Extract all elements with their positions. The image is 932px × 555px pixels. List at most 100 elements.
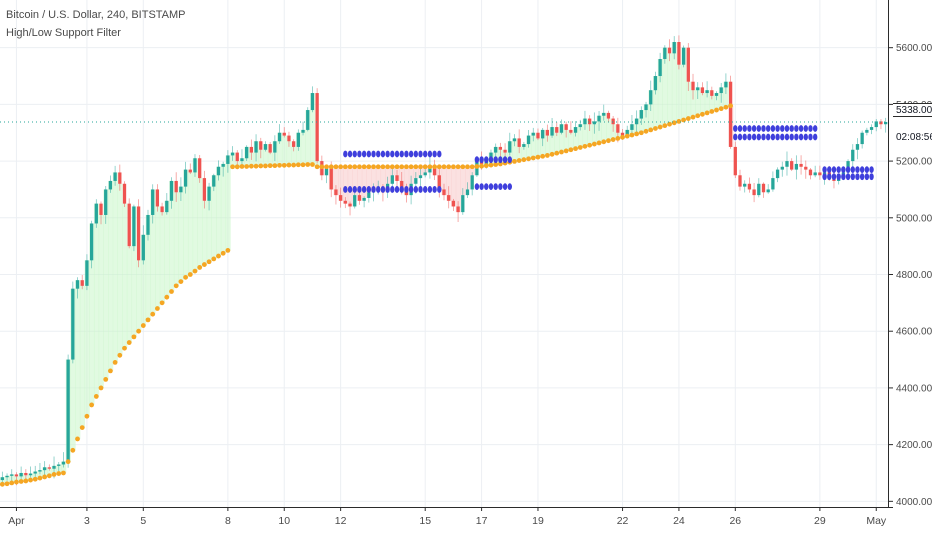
filter-dot[interactable] (385, 151, 389, 158)
support-dot[interactable] (714, 108, 719, 113)
support-dot[interactable] (531, 156, 536, 161)
filter-dot[interactable] (794, 134, 798, 141)
candle[interactable] (790, 158, 793, 171)
support-dot[interactable] (395, 164, 400, 169)
support-dot[interactable] (719, 106, 724, 111)
support-dot[interactable] (521, 157, 526, 162)
support-dot[interactable] (399, 164, 404, 169)
indicator-name[interactable]: High/Low Support Filter (6, 24, 186, 42)
support-dot[interactable] (625, 134, 630, 139)
candle[interactable] (123, 181, 126, 207)
filter-dot[interactable] (362, 186, 366, 193)
support-dot[interactable] (319, 164, 324, 169)
filter-dot[interactable] (395, 186, 399, 193)
filter-dot[interactable] (418, 186, 422, 193)
support-dot[interactable] (268, 163, 273, 168)
support-dot[interactable] (188, 272, 193, 277)
candle[interactable] (471, 172, 474, 195)
support-dot[interactable] (404, 164, 409, 169)
candle[interactable] (851, 144, 854, 167)
filter-dot[interactable] (343, 186, 347, 193)
candle[interactable] (762, 182, 765, 197)
candle[interactable] (861, 131, 864, 149)
support-dot[interactable] (174, 283, 179, 288)
support-dot[interactable] (282, 163, 287, 168)
filter-dot[interactable] (827, 173, 831, 180)
support-dot[interactable] (272, 163, 277, 168)
candle[interactable] (433, 160, 436, 180)
filter-dot[interactable] (855, 166, 859, 173)
support-dot[interactable] (296, 162, 301, 167)
filter-dot[interactable] (869, 173, 873, 180)
support-dot[interactable] (672, 120, 677, 125)
support-dot[interactable] (225, 248, 230, 253)
support-dot[interactable] (277, 163, 282, 168)
filter-dot[interactable] (766, 125, 770, 132)
filter-dot[interactable] (808, 134, 812, 141)
support-dot[interactable] (601, 139, 606, 144)
support-dot[interactable] (14, 480, 19, 485)
filter-dot[interactable] (390, 186, 394, 193)
support-dot[interactable] (38, 476, 43, 481)
filter-dot[interactable] (400, 151, 404, 158)
candle[interactable] (818, 166, 821, 180)
support-dot[interactable] (0, 482, 5, 487)
support-dot[interactable] (42, 475, 47, 480)
support-dot[interactable] (362, 164, 367, 169)
support-dot[interactable] (244, 164, 249, 169)
filter-dot[interactable] (738, 134, 742, 141)
filter-dot[interactable] (808, 125, 812, 132)
support-dot[interactable] (559, 150, 564, 155)
filter-dot[interactable] (348, 151, 352, 158)
candle[interactable] (315, 88, 318, 163)
support-dot[interactable] (315, 164, 320, 169)
filter-dot[interactable] (832, 173, 836, 180)
support-dot[interactable] (263, 164, 268, 169)
filter-dot[interactable] (395, 151, 399, 158)
support-dot[interactable] (423, 164, 428, 169)
candle[interactable] (865, 128, 868, 136)
support-dot[interactable] (587, 143, 592, 148)
filter-dot[interactable] (418, 151, 422, 158)
support-dot[interactable] (390, 164, 395, 169)
filter-dot[interactable] (785, 134, 789, 141)
filter-dot[interactable] (423, 151, 427, 158)
filter-dot[interactable] (865, 173, 869, 180)
support-dot[interactable] (146, 317, 151, 322)
filter-dot[interactable] (498, 156, 502, 163)
candle[interactable] (269, 142, 272, 154)
filter-dot[interactable] (780, 134, 784, 141)
support-dot[interactable] (89, 403, 94, 408)
filter-dot[interactable] (794, 125, 798, 132)
support-dot[interactable] (193, 269, 198, 274)
filter-dot[interactable] (362, 151, 366, 158)
candle[interactable] (809, 168, 812, 179)
support-dot[interactable] (178, 279, 183, 284)
filter-dot[interactable] (437, 151, 441, 158)
candle[interactable] (879, 119, 882, 129)
support-dot[interactable] (75, 437, 80, 442)
filter-dot[interactable] (869, 166, 873, 173)
filter-dot[interactable] (357, 186, 361, 193)
filter-dot[interactable] (343, 151, 347, 158)
filter-dot[interactable] (771, 125, 775, 132)
support-dot[interactable] (385, 164, 390, 169)
support-dot[interactable] (517, 158, 522, 163)
support-dot[interactable] (132, 334, 137, 339)
filter-dot[interactable] (400, 186, 404, 193)
candle[interactable] (804, 160, 807, 178)
support-dot[interactable] (526, 156, 531, 161)
support-dot[interactable] (258, 164, 263, 169)
support-dot[interactable] (470, 164, 475, 169)
support-dot[interactable] (61, 471, 66, 476)
support-dot[interactable] (33, 477, 38, 482)
filter-dot[interactable] (489, 156, 493, 163)
filter-dot[interactable] (804, 134, 808, 141)
support-dot[interactable] (644, 129, 649, 134)
candle[interactable] (142, 225, 145, 264)
filter-dot[interactable] (742, 125, 746, 132)
filter-dot[interactable] (841, 166, 845, 173)
filter-dot[interactable] (789, 125, 793, 132)
filter-dot[interactable] (766, 134, 770, 141)
